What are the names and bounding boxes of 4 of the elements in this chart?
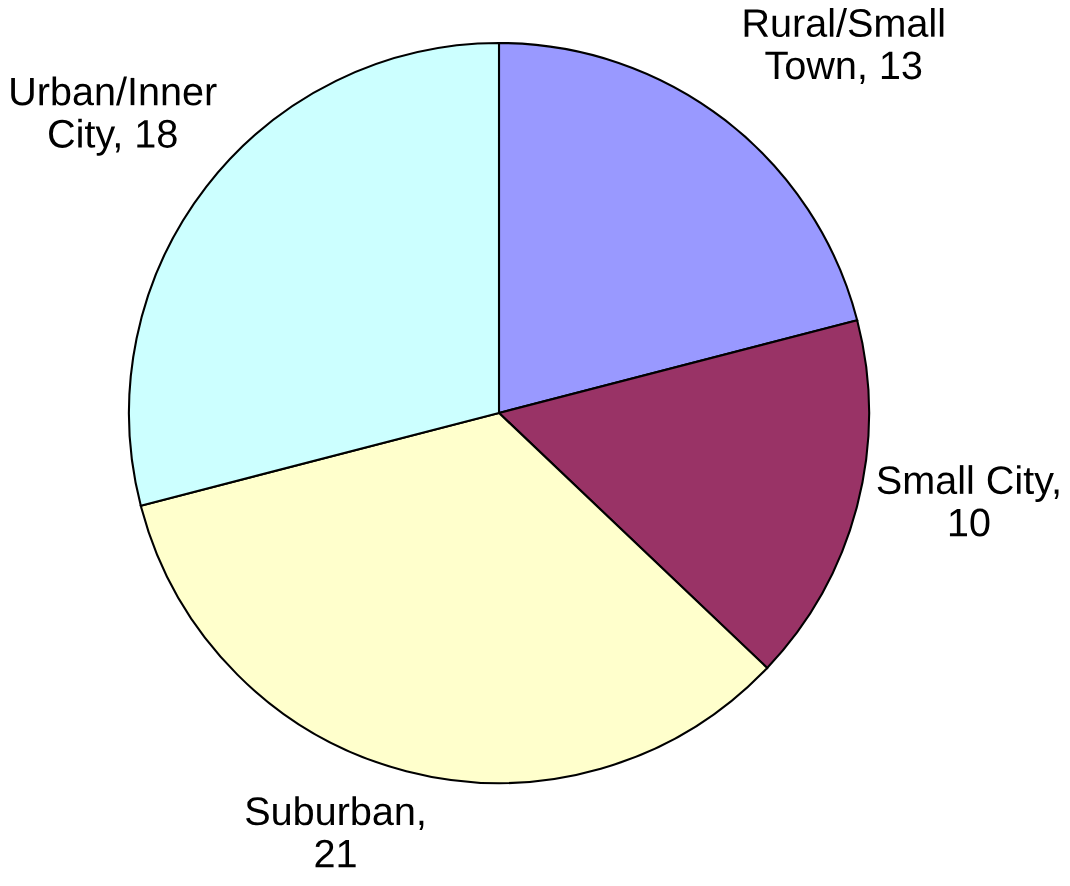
slice-label: Urban/Inner City, 18	[11, 76, 217, 156]
slice-label: Suburban, 21	[246, 796, 424, 868]
slice-label: Rural/Small Town, 13	[744, 8, 944, 85]
slice-label: Small City, 10	[877, 465, 1059, 537]
